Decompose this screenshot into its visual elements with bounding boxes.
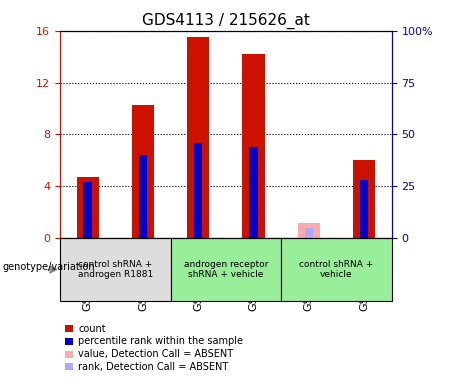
Bar: [249, 147, 258, 238]
Text: rank, Detection Call = ABSENT: rank, Detection Call = ABSENT: [78, 362, 229, 372]
Bar: [139, 155, 147, 238]
Bar: [360, 180, 368, 238]
Text: percentile rank within the sample: percentile rank within the sample: [78, 336, 243, 346]
FancyBboxPatch shape: [171, 238, 281, 301]
Bar: [353, 161, 375, 238]
Text: androgen receptor
shRNA + vehicle: androgen receptor shRNA + vehicle: [183, 260, 268, 280]
Bar: [132, 104, 154, 238]
FancyBboxPatch shape: [60, 238, 171, 301]
Bar: [83, 182, 92, 238]
Bar: [298, 223, 320, 238]
FancyBboxPatch shape: [281, 238, 392, 301]
Text: control shRNA +
androgen R1881: control shRNA + androgen R1881: [77, 260, 153, 280]
Bar: [242, 54, 265, 238]
Text: genotype/variation: genotype/variation: [2, 262, 95, 272]
Bar: [77, 177, 99, 238]
Text: count: count: [78, 324, 106, 334]
Text: control shRNA +
vehicle: control shRNA + vehicle: [299, 260, 374, 280]
Bar: [194, 143, 202, 238]
Bar: [305, 228, 313, 238]
Bar: [187, 37, 209, 238]
Text: value, Detection Call = ABSENT: value, Detection Call = ABSENT: [78, 349, 233, 359]
Title: GDS4113 / 215626_at: GDS4113 / 215626_at: [142, 13, 310, 29]
